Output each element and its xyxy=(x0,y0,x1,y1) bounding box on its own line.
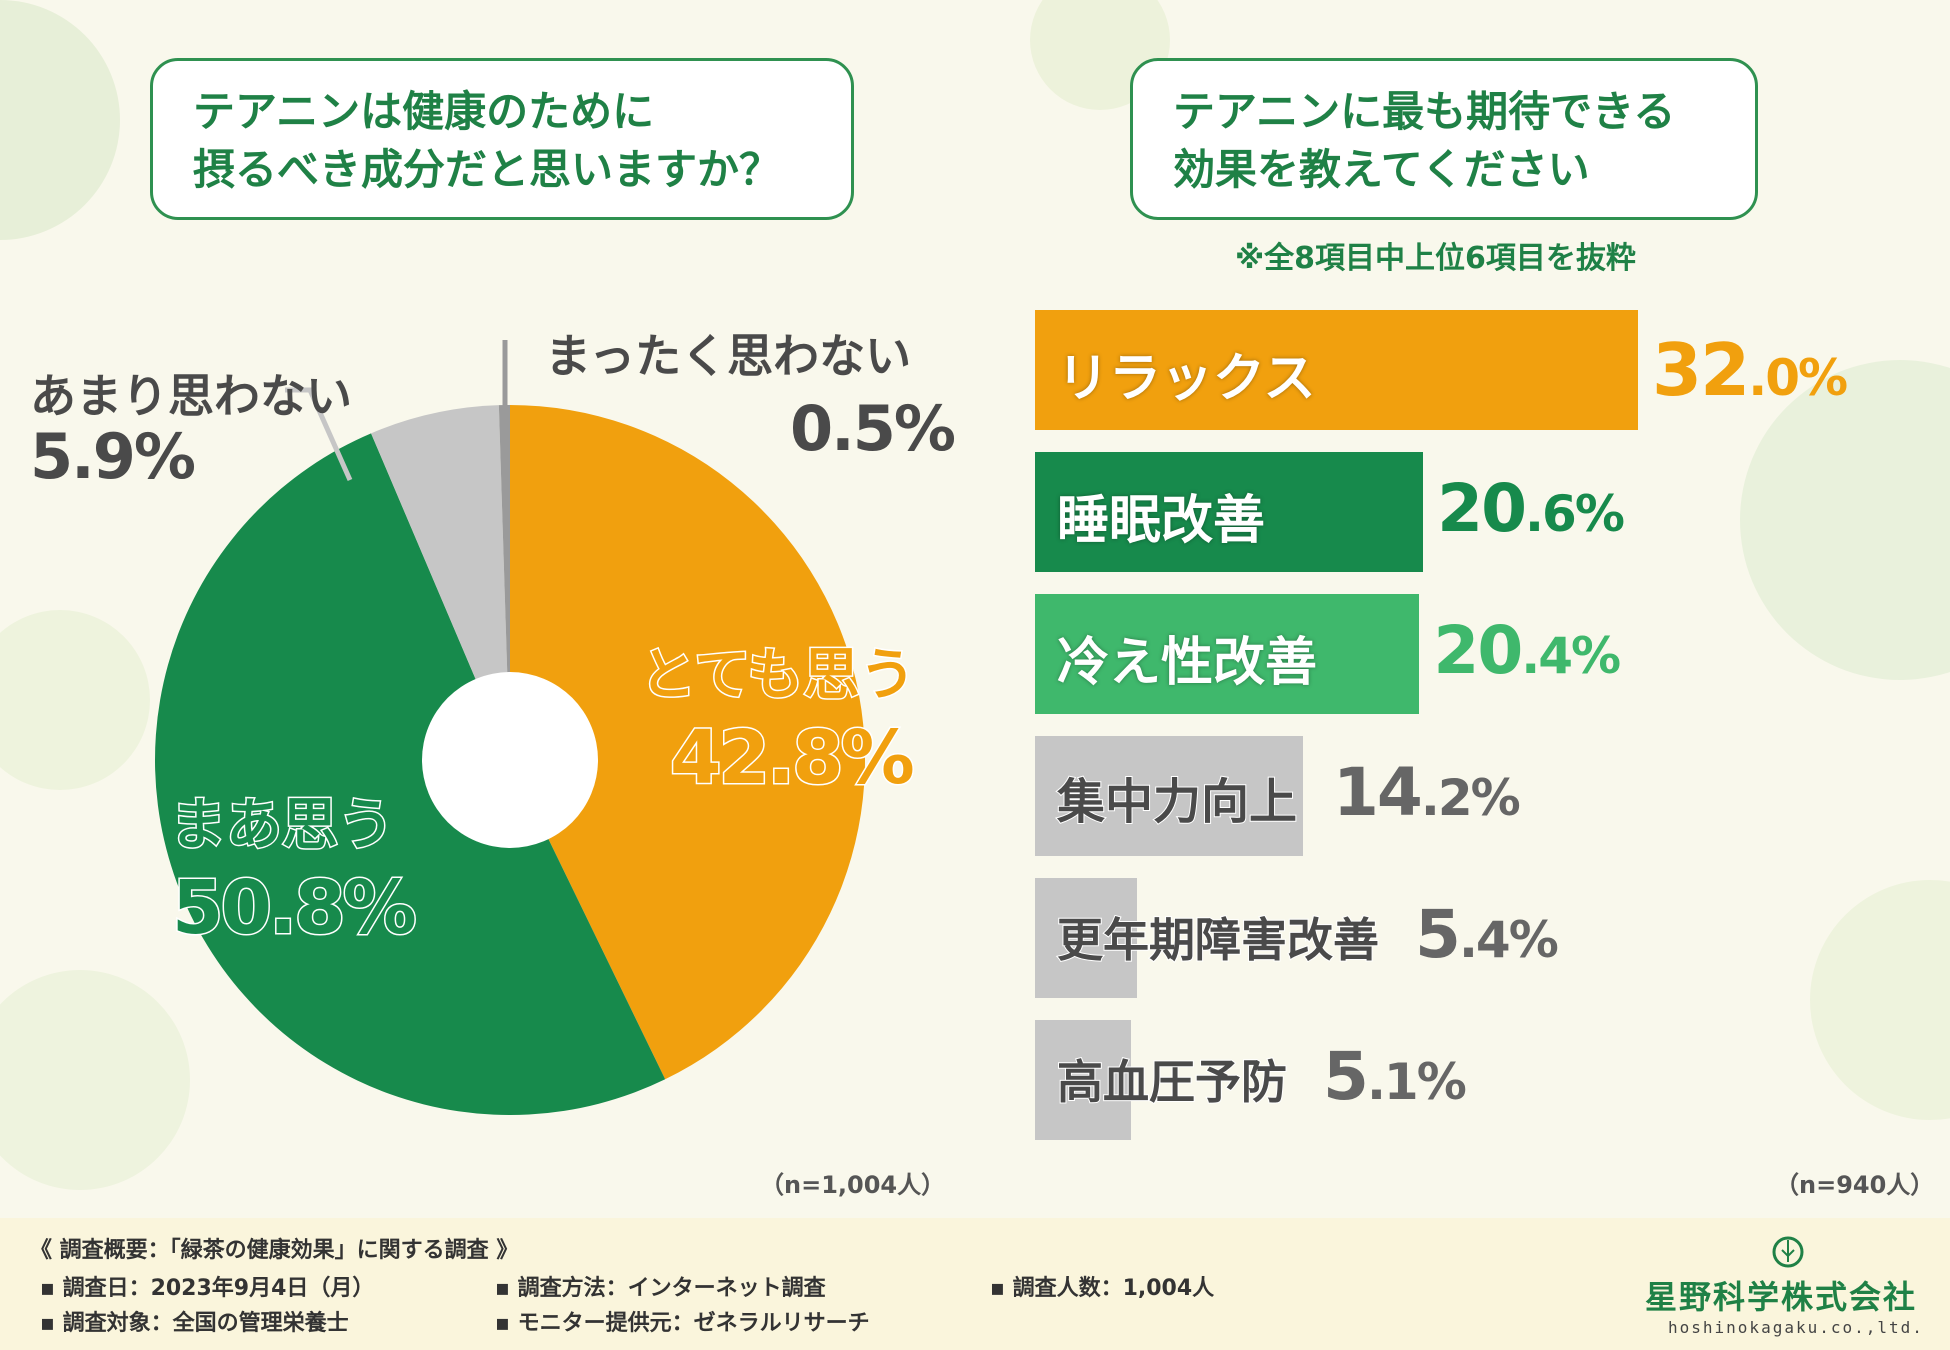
bar-value-1: 32.0% xyxy=(1652,328,1848,412)
bar-label-2: 睡眠改善 xyxy=(1057,491,1266,551)
bar-question-box: テアニンに最も期待できる 効果を教えてください xyxy=(1130,58,1758,220)
footer-target: ▪ 調査対象：全国の管理栄養士 xyxy=(40,1311,349,1336)
bar-chart-note: ※全8項目中上位6項目を抜粋 xyxy=(1235,241,1636,276)
pie-sample-size: （n=1,004人） xyxy=(760,1171,946,1199)
pie-question-line-2: 摂るべき成分だと思いますか？ xyxy=(193,145,782,194)
pie-slice-somewhat xyxy=(154,433,666,1115)
background-decoration xyxy=(0,0,1950,1190)
pie-value-very: 42.8% xyxy=(669,714,917,803)
pie-chart xyxy=(154,340,865,1115)
pie-slice-not-at-all xyxy=(498,405,510,760)
bar-1 xyxy=(1035,310,1638,430)
bar-question-line-2: 効果を教えてください xyxy=(1173,145,1590,194)
pie-label-not-much: あまり思わない xyxy=(30,369,352,423)
survey-footer xyxy=(0,1218,1950,1350)
pie-question-line-1: テアニンは健康のために xyxy=(193,87,655,136)
bar-5 xyxy=(1035,878,1137,998)
bar-label-6: 高血圧予防 xyxy=(1056,1054,1288,1110)
company-logo-url: hoshinokagaku.co.,ltd. xyxy=(1668,1318,1924,1337)
bar-label-3: 冷え性改善 xyxy=(1057,633,1318,693)
bar-value-5: 5.4% xyxy=(1415,896,1559,973)
footer-provider: ▪ モニター提供元：ゼネラルリサーチ xyxy=(495,1311,870,1336)
pie-question-box: テアニンは健康のために 摂るべき成分だと思いますか？ xyxy=(150,58,854,220)
leaf-logo-icon xyxy=(1772,1236,1804,1268)
pie-value-not-at-all: 0.5% xyxy=(790,392,956,465)
pie-center-hole xyxy=(422,672,598,848)
bar-4 xyxy=(1035,736,1303,856)
bar-6 xyxy=(1035,1020,1132,1140)
pie-slice-very xyxy=(510,405,865,1080)
bar-value-3: 20.4% xyxy=(1433,612,1621,689)
bar-label-4: 集中力向上 xyxy=(1056,773,1298,831)
pie-label-not-at-all: まったく思わない xyxy=(545,329,912,383)
footer-method: ▪ 調査方法：インターネット調査 xyxy=(495,1276,826,1301)
pie-value-somewhat: 50.8% xyxy=(171,864,419,953)
pie-slice-not-much xyxy=(371,405,510,760)
bar-value-4: 14.2% xyxy=(1333,754,1521,831)
bar-question-line-1: テアニンに最も期待できる xyxy=(1173,87,1676,136)
pie-leader-not-much xyxy=(285,387,353,482)
footer-date: ▪ 調査日：2023年9月4日（月） xyxy=(40,1276,375,1301)
bar-value-2: 20.6% xyxy=(1437,470,1625,547)
footer-heading: 《 調査概要：「緑茶の健康効果」に関する調査 》 xyxy=(30,1238,519,1263)
company-logo-name: 星野科学株式会社 xyxy=(1645,1278,1918,1316)
bar-label-5: 更年期障害改善 xyxy=(1056,912,1380,968)
bar-value-6: 5.1% xyxy=(1323,1038,1467,1115)
pie-value-not-much: 5.9% xyxy=(30,420,196,493)
pie-label-very: とても思う xyxy=(639,642,918,710)
footer-count: ▪ 調査人数：1,004人 xyxy=(990,1276,1215,1301)
pie-label-somewhat: まあ思う xyxy=(169,792,396,860)
bar-2 xyxy=(1035,452,1424,572)
bar-label-1: リラックス xyxy=(1057,349,1316,409)
bar-sample-size: （n=940人） xyxy=(1775,1171,1935,1199)
bar-3 xyxy=(1035,594,1420,714)
